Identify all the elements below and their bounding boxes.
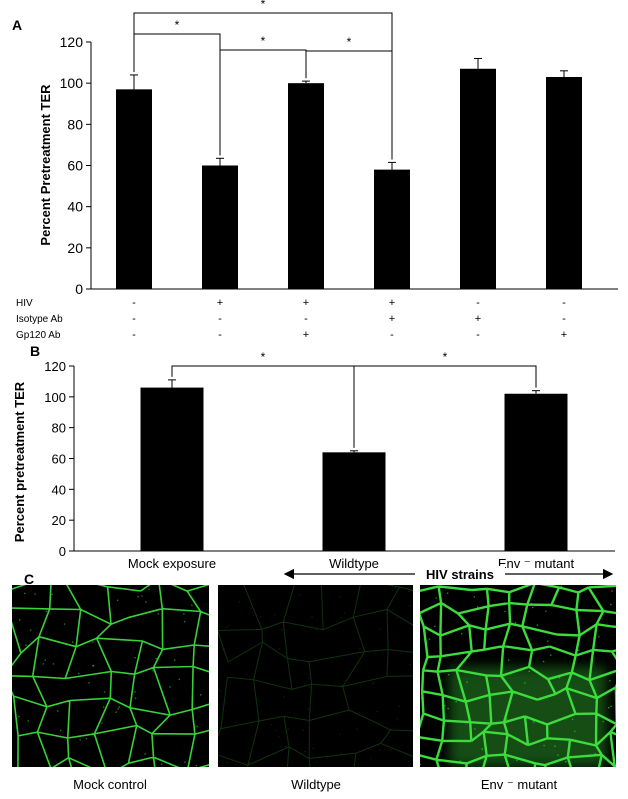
y-tick-label: 20 bbox=[52, 513, 66, 528]
significance-star: * bbox=[261, 0, 266, 11]
y-tick-label: 80 bbox=[67, 116, 83, 132]
panel-a-bars bbox=[116, 57, 582, 290]
condition-mark: - bbox=[132, 313, 136, 325]
panel-a-y-axis-label: Percent Pretreatment TER bbox=[38, 84, 53, 246]
bar bbox=[140, 387, 204, 551]
condition-row-label-isotype: Isotype Ab bbox=[16, 314, 63, 325]
significance-bracket bbox=[353, 365, 537, 448]
bar bbox=[202, 165, 238, 289]
significance-star: * bbox=[347, 35, 352, 49]
panel-b-bars bbox=[140, 379, 568, 551]
y-tick-label: 20 bbox=[67, 240, 83, 256]
condition-mark: - bbox=[304, 313, 308, 325]
panel-a-condition-table: HIV Isotype Ab Gp120 Ab - + + + - - - - - + + - - - + -… bbox=[16, 297, 567, 341]
y-tick-label: 100 bbox=[44, 390, 66, 405]
condition-mark: + bbox=[389, 297, 395, 309]
bar bbox=[546, 76, 582, 289]
panel-b-category-labels: Mock exposure Wildtype Env ⁻ mutant bbox=[128, 556, 575, 571]
bar bbox=[288, 83, 324, 290]
condition-mark: + bbox=[217, 297, 223, 309]
condition-mark: - bbox=[132, 329, 136, 341]
panel-b-significance: * * bbox=[171, 350, 537, 448]
hiv-strains-label: HIV strains bbox=[426, 567, 494, 582]
condition-mark: - bbox=[218, 329, 222, 341]
bar bbox=[504, 393, 568, 551]
condition-mark: - bbox=[132, 297, 136, 309]
y-tick-label: 0 bbox=[75, 281, 83, 297]
panel-a-significance: * * * * bbox=[133, 0, 393, 160]
category-label: Mock exposure bbox=[128, 556, 216, 571]
panel-a: A Percent Pretreatment TER 0 20 40 60 80 100 1… bbox=[12, 0, 618, 341]
micrograph-wildtype bbox=[218, 585, 413, 767]
panel-a-axes: 0 20 40 60 80 100 120 bbox=[60, 34, 618, 297]
y-tick-label: 100 bbox=[60, 75, 84, 91]
panel-b-label: B bbox=[30, 343, 40, 359]
bar bbox=[460, 68, 496, 289]
condition-mark: - bbox=[562, 313, 566, 325]
bar bbox=[374, 169, 410, 289]
condition-mark: - bbox=[390, 329, 394, 341]
y-tick-label: 0 bbox=[59, 544, 66, 559]
bar bbox=[116, 89, 152, 289]
significance-star: * bbox=[261, 34, 266, 48]
caption-env-mutant: Env ⁻ mutant bbox=[481, 777, 558, 792]
caption-wildtype: Wildtype bbox=[291, 777, 341, 792]
panel-c: C Mock control Wildtype Env ⁻ mutant bbox=[12, 571, 616, 792]
condition-mark: + bbox=[389, 313, 395, 325]
condition-mark: + bbox=[303, 329, 309, 341]
y-tick-label: 80 bbox=[52, 421, 66, 436]
panel-c-label: C bbox=[24, 571, 34, 587]
micrograph-env-mutant bbox=[420, 585, 616, 767]
condition-mark: + bbox=[475, 313, 481, 325]
y-tick-label: 120 bbox=[44, 359, 66, 374]
condition-mark: - bbox=[218, 313, 222, 325]
caption-mock-control: Mock control bbox=[73, 777, 147, 792]
significance-star: * bbox=[261, 350, 266, 364]
condition-row-label-hiv: HIV bbox=[16, 298, 33, 309]
y-tick-label: 60 bbox=[67, 158, 83, 174]
condition-row-label-gp120: Gp120 Ab bbox=[16, 330, 61, 341]
panel-a-label: A bbox=[12, 17, 22, 33]
y-tick-label: 40 bbox=[52, 482, 66, 497]
significance-bracket bbox=[305, 50, 393, 160]
condition-mark: - bbox=[476, 329, 480, 341]
hiv-strains-label-bg bbox=[415, 566, 505, 582]
panel-b: B Percent pretreatment TER 0 20 40 60 80 100 1… bbox=[12, 343, 615, 582]
significance-star: * bbox=[175, 18, 180, 32]
condition-mark: - bbox=[562, 297, 566, 309]
condition-mark: + bbox=[561, 329, 567, 341]
y-tick-label: 120 bbox=[60, 34, 84, 50]
condition-mark: + bbox=[303, 297, 309, 309]
condition-mark: - bbox=[476, 297, 480, 309]
y-tick-label: 60 bbox=[52, 452, 66, 467]
category-label: Wildtype bbox=[329, 556, 379, 571]
significance-star: * bbox=[443, 350, 448, 364]
micrograph-mock-control bbox=[12, 585, 209, 767]
y-tick-label: 40 bbox=[67, 199, 83, 215]
bar bbox=[322, 452, 386, 551]
panel-b-y-axis-label: Percent pretreatment TER bbox=[12, 381, 27, 542]
category-label: Env ⁻ mutant bbox=[498, 556, 575, 571]
